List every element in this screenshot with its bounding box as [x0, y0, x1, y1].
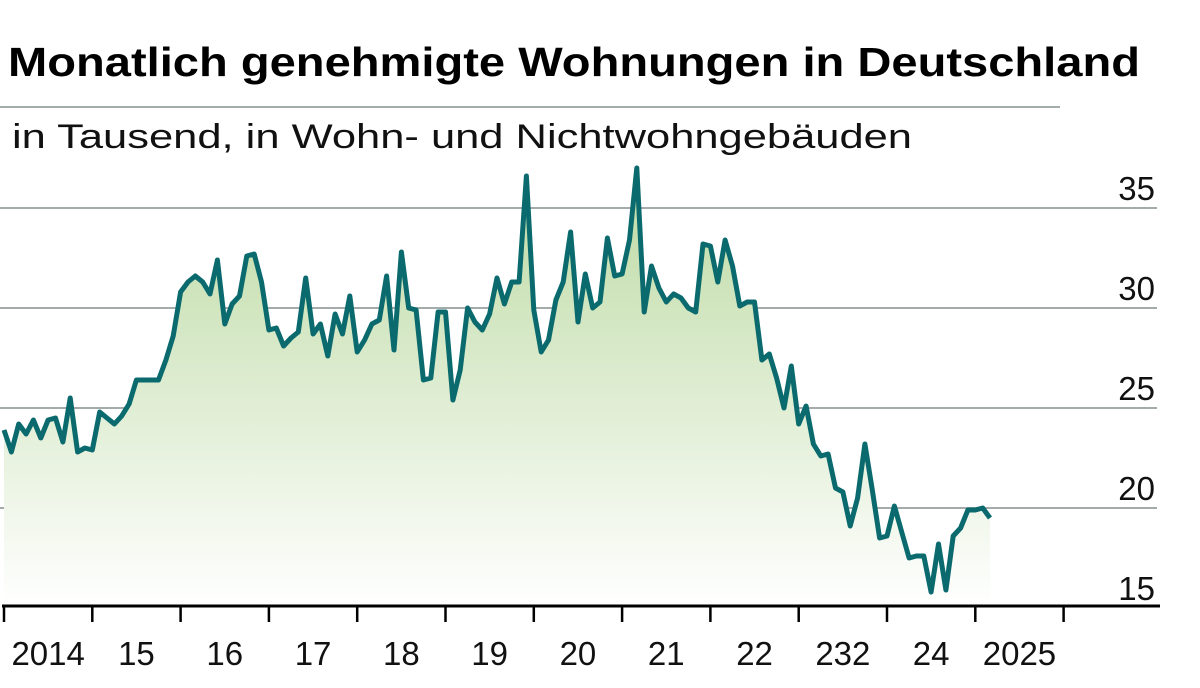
series-area	[4, 168, 990, 606]
x-tick-label: 21	[648, 635, 685, 672]
x-tick-label: 15	[118, 635, 155, 672]
y-tick-label: 15	[1118, 570, 1155, 607]
x-tick-label: 232	[815, 635, 870, 672]
x-axis: 2014 15 16 17 18 19 20 21 22 232 24 2025	[2, 604, 1160, 672]
x-tick-label: 20	[560, 635, 597, 672]
data-points	[3, 167, 991, 593]
chart-subtitle: in Tausend, in Wohn- und Nichtwohngebäud…	[12, 118, 912, 156]
x-tick-label: 18	[383, 635, 420, 672]
chart-title: Monatlich genehmigte Wohnungen in Deutsc…	[8, 39, 1140, 85]
y-tick-label: 35	[1118, 170, 1155, 207]
y-axis-labels: 15 20 25 30 35	[1118, 170, 1155, 607]
x-tick-label: 24	[913, 635, 950, 672]
x-tick-label: 2025	[983, 635, 1056, 672]
y-tick-label: 25	[1118, 370, 1155, 407]
x-tick-label: 19	[471, 635, 508, 672]
y-tick-label: 30	[1118, 270, 1155, 307]
y-tick-label: 20	[1118, 470, 1155, 507]
x-tick-label: 17	[295, 635, 332, 672]
x-tick-label: 22	[736, 635, 773, 672]
x-tick-label: 2014	[11, 635, 84, 672]
x-tick-label: 16	[206, 635, 243, 672]
